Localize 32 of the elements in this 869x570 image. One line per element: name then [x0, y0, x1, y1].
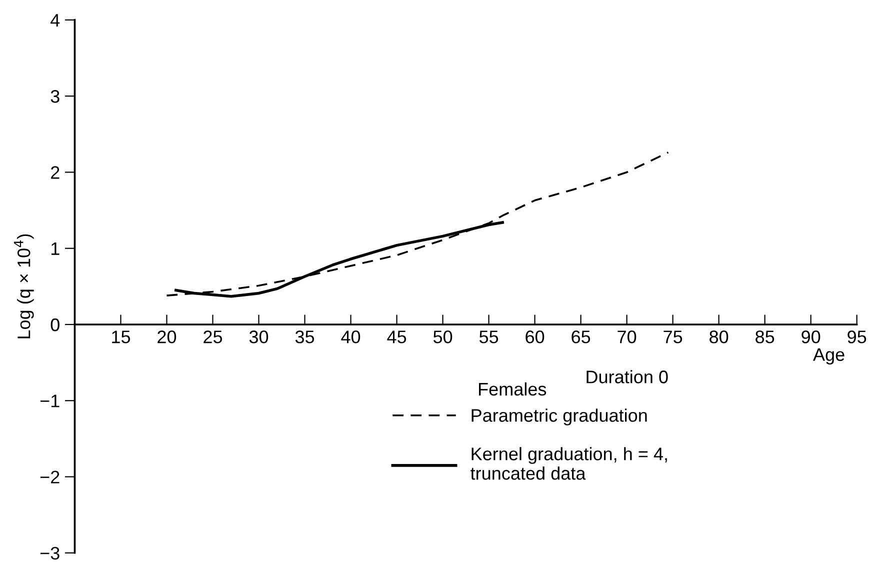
x-tick-label: 30	[249, 330, 268, 344]
x-axis-title: Age	[813, 348, 844, 365]
y-tick-label: −2	[40, 470, 60, 484]
legend-title: Duration 0	[586, 370, 668, 384]
x-tick-label: 95	[848, 330, 866, 344]
x-tick-label: 35	[295, 330, 314, 344]
x-tick-label: 55	[479, 330, 498, 344]
x-tick-label: 25	[204, 330, 222, 344]
x-tick-label: 40	[341, 330, 360, 344]
y-tick-label: 2	[51, 166, 60, 179]
annotation: Females	[478, 382, 546, 396]
x-tick-label: 15	[112, 330, 130, 344]
x-tick-label: 45	[387, 330, 406, 344]
x-tick-label: 70	[618, 330, 636, 344]
y-tick-label: −1	[40, 394, 60, 408]
y-tick-label: −3	[40, 546, 60, 560]
x-tick-label: 75	[664, 330, 682, 344]
legend-label: Parametric graduation	[472, 408, 647, 426]
y-tick-label: 0	[50, 318, 60, 332]
legend-label: Kernel graduation, h = 4, truncated data	[470, 447, 667, 480]
x-tick-label: 90	[802, 330, 820, 344]
y-tick-label: 3	[50, 90, 60, 103]
line-series	[166, 152, 670, 296]
x-tick-label: 85	[756, 330, 774, 344]
x-tick-label: 60	[526, 330, 544, 344]
x-tick-label: 20	[158, 330, 176, 344]
y-tick-label: 1	[51, 242, 60, 255]
x-tick-label: 80	[710, 330, 728, 344]
x-tick-label: 65	[572, 330, 590, 344]
y-axis-title: Log (q × 10$^{4}$)	[14, 234, 34, 338]
y-tick-label: 4	[50, 14, 60, 26]
x-tick-label: 50	[433, 330, 452, 344]
